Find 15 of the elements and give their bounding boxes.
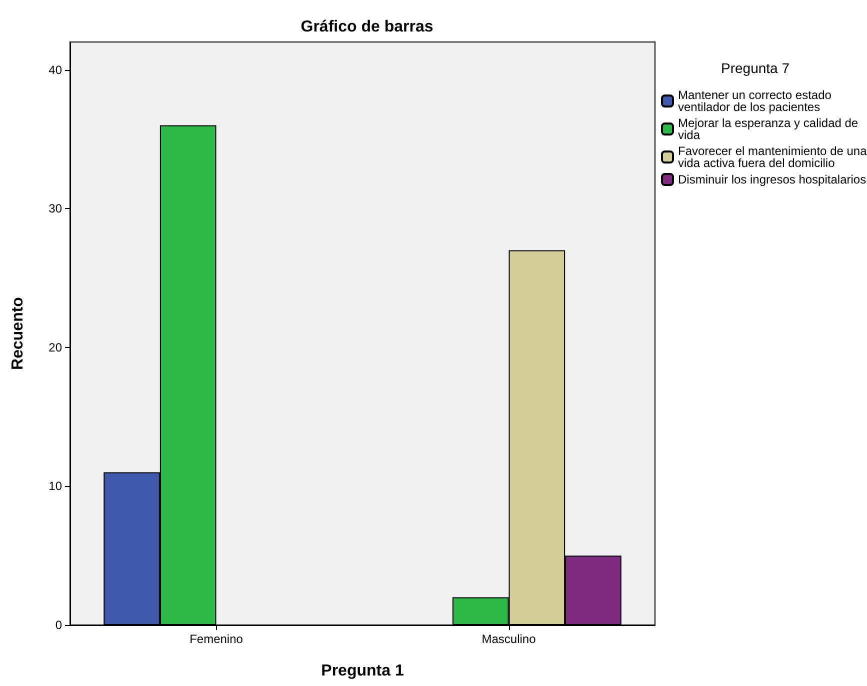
y-axis-title: Recuento: [10, 296, 26, 370]
legend-label: Mantener un correcto estado ventilador de los pacientes: [678, 88, 835, 114]
legend-label: Disminuir los ingresos hospitalarios: [678, 172, 866, 186]
x-axis-title: Pregunta 1: [321, 662, 404, 680]
legend-label: Mejorar la esperanza y calidad de vida: [678, 116, 862, 142]
y-tick-label: 40: [48, 62, 62, 77]
legend-title: Pregunta 7: [721, 60, 790, 76]
y-tick-label: 20: [48, 340, 62, 354]
chart-title: Gráfico de barras: [300, 18, 434, 36]
x-tick-label: Masculino: [482, 632, 536, 646]
y-tick-label: 10: [48, 479, 62, 494]
y-tick-label: 0: [55, 618, 62, 632]
legend-label: Favorecer el mantenimiento de una vida activa fuera del domicilio: [678, 144, 867, 170]
x-tick-label: Femenino: [190, 632, 244, 646]
y-tick-label: 30: [48, 202, 62, 216]
